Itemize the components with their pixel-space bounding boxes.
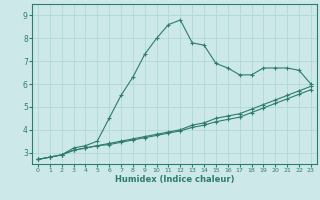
X-axis label: Humidex (Indice chaleur): Humidex (Indice chaleur) bbox=[115, 175, 234, 184]
